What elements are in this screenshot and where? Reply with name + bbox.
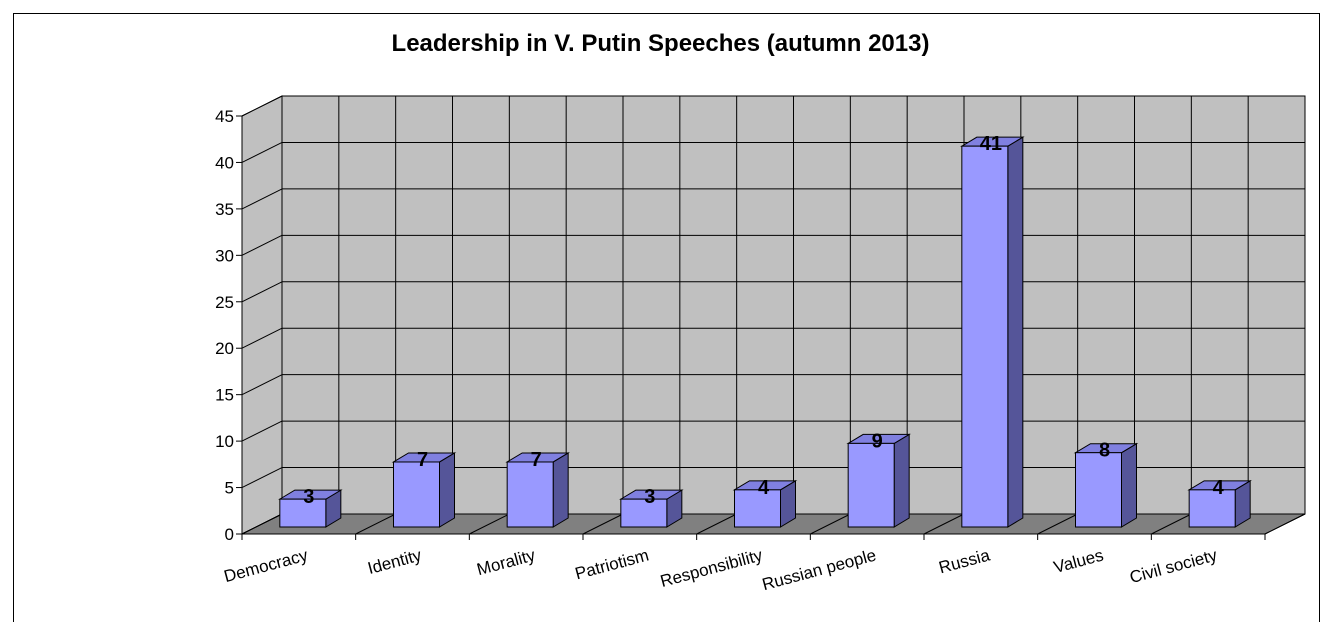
- y-tick-label: 15: [215, 386, 234, 405]
- y-tick-label: 40: [215, 153, 234, 172]
- data-label: 4: [758, 477, 770, 499]
- floor-line: [696, 513, 737, 535]
- bar-front: [847, 442, 895, 528]
- floor-line: [1037, 513, 1078, 535]
- x-tick-label: Values: [1052, 546, 1106, 577]
- y-tick-label: 20: [215, 339, 234, 358]
- data-label: 8: [1099, 440, 1110, 462]
- data-label: 9: [872, 430, 883, 452]
- bar-front: [961, 145, 1009, 528]
- floor-line: [1151, 513, 1192, 535]
- bar: [505, 452, 570, 528]
- x-tick-label: Morality: [475, 545, 538, 579]
- y-tick-label: 10: [215, 432, 234, 451]
- x-tick-label: Russian people: [760, 546, 878, 595]
- y-tick-label: 0: [225, 525, 234, 544]
- x-tick-label: Responsibility: [658, 545, 765, 591]
- floor-line: [241, 513, 283, 535]
- floor-line: [810, 513, 851, 535]
- data-label: 41: [980, 133, 1002, 155]
- bar-front: [1075, 452, 1122, 528]
- bar-side: [439, 452, 455, 528]
- side-gridline: [241, 327, 283, 349]
- bar-side: [893, 433, 910, 528]
- side-gridline: [241, 281, 283, 303]
- y-tick-label: 30: [215, 246, 234, 265]
- floor-line: [582, 513, 624, 535]
- chart-title: Leadership in V. Putin Speeches (autumn …: [391, 30, 930, 57]
- data-label: 7: [531, 449, 542, 471]
- bar: [1073, 442, 1139, 528]
- bar-front: [620, 498, 668, 528]
- bar: [1187, 479, 1252, 528]
- bar: [732, 479, 798, 528]
- bar-side: [552, 452, 569, 528]
- bar: [960, 136, 1025, 528]
- side-wall: [241, 95, 283, 535]
- bar: [619, 489, 684, 528]
- bar-front: [393, 461, 440, 528]
- floor-line: [1264, 513, 1306, 535]
- bar-front: [279, 498, 327, 528]
- side-gridline: [241, 420, 283, 442]
- bar-front: [1188, 489, 1236, 528]
- bars: [278, 136, 1252, 528]
- y-tick-label: 5: [225, 479, 234, 498]
- x-tick-label: Identity: [366, 545, 424, 578]
- data-label: 3: [303, 486, 314, 508]
- bar-front: [734, 489, 781, 528]
- x-axis: Democracy Identity Morality Patriotism Respo…: [222, 533, 1266, 595]
- x-tick-label: Russia: [937, 545, 993, 577]
- data-label: 7: [417, 449, 428, 471]
- data-labels: 3 7 7 3 4 9 41 8 4: [303, 133, 1224, 508]
- side-gridline: [241, 374, 283, 396]
- x-tick-label: Democracy: [222, 545, 310, 586]
- bar-side: [1007, 136, 1024, 528]
- side-gridline: [241, 95, 283, 117]
- side-gridline: [241, 234, 283, 256]
- floor-line: [469, 513, 510, 535]
- side-gridline: [241, 467, 283, 489]
- y-axis: 0 5 10 15 20 25 30 35 40 45: [215, 107, 243, 544]
- floor-line: [923, 513, 965, 535]
- bar-front: [506, 461, 554, 528]
- y-tick-label: 45: [215, 107, 234, 126]
- side-gridline: [241, 141, 283, 163]
- data-label: 3: [644, 486, 655, 508]
- x-tick-label: Civil society: [1128, 545, 1220, 587]
- x-tick-label: Patriotism: [573, 546, 651, 584]
- bar: [278, 489, 343, 528]
- bar-side: [1121, 442, 1137, 528]
- floor-line: [355, 513, 396, 535]
- bar: [391, 452, 457, 528]
- y-tick-label: 25: [215, 293, 234, 312]
- y-tick-label: 35: [215, 200, 234, 219]
- bar: [846, 433, 911, 528]
- data-label: 4: [1213, 477, 1225, 499]
- side-gridline: [241, 188, 283, 210]
